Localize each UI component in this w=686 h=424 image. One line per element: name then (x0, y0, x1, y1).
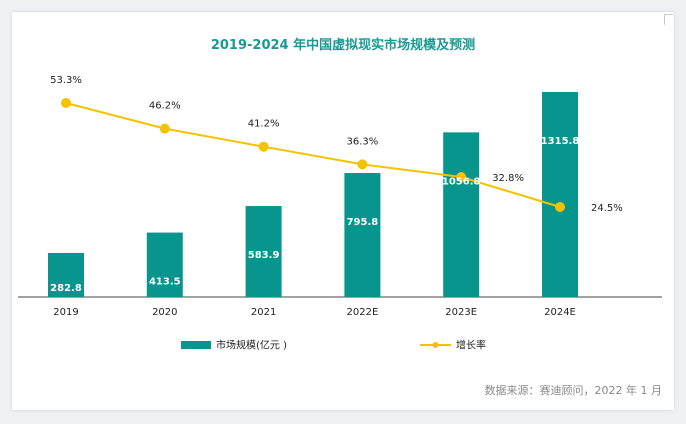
bar-value-label: 1056.8 (442, 176, 481, 187)
chart-title: 2019-2024 年中国虚拟现实市场规模及预测 (211, 37, 475, 53)
bar-2021 (245, 206, 282, 297)
growth-rate-label: 36.3% (347, 136, 379, 147)
corner-mark (664, 14, 673, 25)
source-note: 数据来源：赛迪顾问，2022 年 1 月 (485, 383, 662, 397)
legend-bar-label: 市场规模(亿元 ) (216, 339, 287, 352)
bar-value-label: 413.5 (149, 277, 181, 288)
x-tick-label: 2021 (251, 307, 276, 318)
legend-line-label: 增长率 (456, 339, 486, 352)
growth-rate-label: 53.3% (50, 75, 82, 86)
x-tick-label: 2023E (445, 307, 477, 318)
bar-value-label: 282.8 (50, 283, 82, 294)
bar-2020 (146, 232, 183, 297)
bar-value-label: 583.9 (248, 250, 280, 261)
growth-rate-point (61, 98, 71, 108)
growth-rate-label: 24.5% (591, 203, 623, 214)
x-tick-label: 2024E (544, 307, 576, 318)
bar-2022E (344, 173, 381, 297)
growth-rate-point (159, 123, 170, 134)
bar-2024E (542, 92, 578, 297)
growth-rate-line (65, 102, 561, 208)
legend-swatch-marker (432, 342, 439, 348)
bar-value-label: 1315.8 (541, 136, 580, 147)
growth-rate-label: 41.2% (248, 119, 280, 130)
bar-value-label: 795.8 (347, 217, 379, 228)
growth-rate-point (456, 172, 467, 183)
x-tick-label: 2022E (347, 307, 379, 318)
growth-rate-point (555, 202, 565, 212)
growth-rate-point (357, 159, 368, 170)
growth-rate-label: 32.8% (492, 173, 524, 184)
x-tick-label: 2019 (53, 307, 78, 318)
x-tick-label: 2020 (152, 307, 177, 318)
bar-2019 (48, 252, 84, 297)
growth-rate-label: 46.2% (149, 101, 181, 112)
legend-swatch-bar (181, 341, 211, 349)
bar-2023E (443, 132, 480, 297)
growth-rate-point (258, 141, 269, 152)
